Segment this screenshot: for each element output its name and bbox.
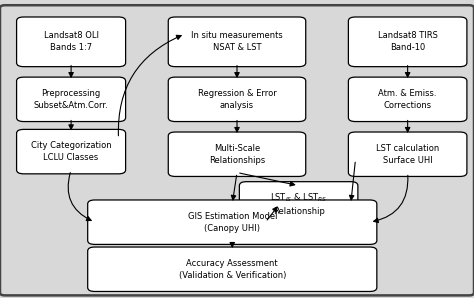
Text: City Categorization
LCLU Classes: City Categorization LCLU Classes — [31, 141, 111, 162]
FancyBboxPatch shape — [239, 182, 358, 226]
Text: Multi-Scale
Relationships: Multi-Scale Relationships — [209, 144, 265, 164]
Text: Landsat8 OLI
Bands 1:7: Landsat8 OLI Bands 1:7 — [44, 31, 99, 52]
FancyBboxPatch shape — [17, 17, 126, 67]
Text: Regression & Error
analysis: Regression & Error analysis — [198, 89, 276, 110]
Text: Accuracy Assessment
(Validation & Verification): Accuracy Assessment (Validation & Verifi… — [179, 259, 286, 280]
Text: GIS Estimation Model
(Canopy UHI): GIS Estimation Model (Canopy UHI) — [188, 212, 277, 233]
FancyBboxPatch shape — [168, 17, 306, 67]
FancyBboxPatch shape — [0, 5, 474, 295]
FancyBboxPatch shape — [168, 77, 306, 122]
Text: LST calculation
Surface UHI: LST calculation Surface UHI — [376, 144, 439, 164]
FancyBboxPatch shape — [88, 247, 377, 291]
FancyBboxPatch shape — [348, 77, 467, 122]
FancyBboxPatch shape — [17, 77, 126, 122]
FancyBboxPatch shape — [17, 129, 126, 174]
Text: LST$_{IS}$ & LST$_{RS}$
Relationship: LST$_{IS}$ & LST$_{RS}$ Relationship — [270, 192, 328, 216]
FancyBboxPatch shape — [348, 17, 467, 67]
FancyBboxPatch shape — [348, 132, 467, 176]
Text: Preprocessing
Subset&Atm.Corr.: Preprocessing Subset&Atm.Corr. — [34, 89, 109, 110]
FancyBboxPatch shape — [168, 132, 306, 176]
Text: Landsat8 TIRS
Band-10: Landsat8 TIRS Band-10 — [378, 31, 438, 52]
Text: Atm. & Emiss.
Corrections: Atm. & Emiss. Corrections — [378, 89, 437, 110]
FancyBboxPatch shape — [88, 200, 377, 244]
Text: In situ measurements
NSAT & LST: In situ measurements NSAT & LST — [191, 31, 283, 52]
